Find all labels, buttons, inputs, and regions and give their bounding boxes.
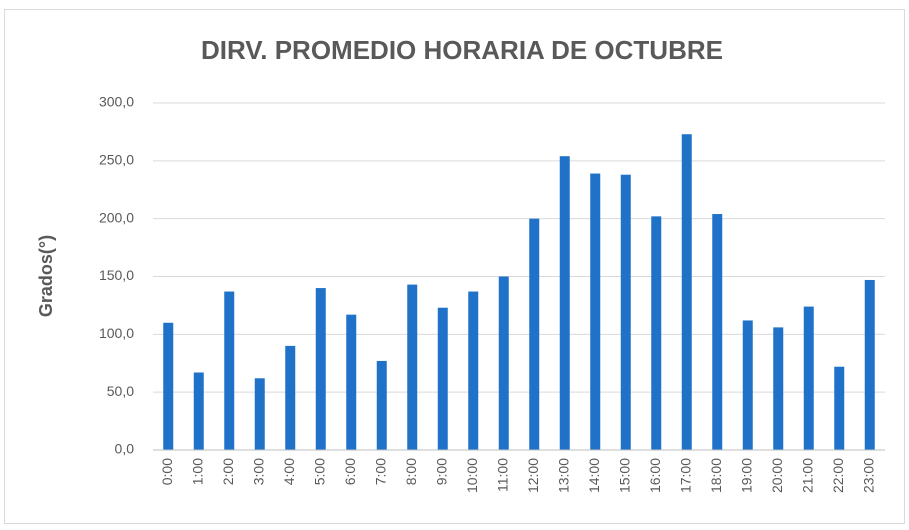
x-tick-label: 22:00 — [830, 458, 846, 493]
x-tick-label: 13:00 — [555, 458, 571, 493]
x-tick-label: 12:00 — [525, 458, 541, 493]
x-tick-label: 14:00 — [586, 458, 602, 493]
bar — [407, 284, 418, 450]
y-axis-label: Grados(°) — [36, 235, 56, 317]
bar — [742, 320, 753, 450]
bar — [163, 322, 174, 450]
chart-title: DIRV. PROMEDIO HORARIA DE OCTUBRE — [201, 35, 723, 65]
x-tick-label: 19:00 — [738, 458, 754, 493]
bar — [346, 314, 357, 450]
x-tick-label: 10:00 — [464, 458, 480, 493]
x-tick-label: 8:00 — [403, 458, 419, 485]
x-tick-label: 0:00 — [159, 458, 175, 485]
x-tick-label: 2:00 — [220, 458, 236, 485]
x-tick-label: 20:00 — [769, 458, 785, 493]
bar — [437, 307, 448, 450]
bar — [315, 288, 326, 450]
bar — [376, 360, 387, 450]
x-tick-label: 1:00 — [189, 458, 205, 485]
bar — [864, 279, 875, 450]
bar — [681, 134, 692, 451]
bar — [834, 366, 845, 450]
x-tick-label: 23:00 — [860, 458, 876, 493]
bar — [529, 218, 540, 450]
y-tick-label: 300,0 — [99, 94, 134, 110]
bar — [773, 327, 784, 450]
x-tick-label: 11:00 — [494, 458, 510, 492]
x-tick-label: 16:00 — [647, 458, 663, 493]
bar — [193, 372, 204, 450]
x-tick-label: 5:00 — [311, 458, 327, 485]
bar — [559, 156, 570, 450]
bar — [712, 214, 723, 450]
x-tick-label: 3:00 — [250, 458, 266, 485]
y-tick-label: 50,0 — [107, 383, 134, 399]
y-tick-label: 0,0 — [115, 441, 135, 457]
x-tick-label: 4:00 — [281, 458, 297, 485]
x-tick-label: 15:00 — [616, 458, 632, 493]
bar — [590, 173, 601, 450]
y-tick-label: 100,0 — [99, 325, 134, 341]
bar — [651, 216, 662, 450]
bar — [254, 378, 265, 450]
x-tick-label: 6:00 — [342, 458, 358, 485]
x-tick-label: 9:00 — [433, 458, 449, 485]
bar — [803, 306, 814, 450]
y-tick-label: 200,0 — [99, 209, 134, 225]
x-tick-label: 7:00 — [372, 458, 388, 485]
x-tick-label: 17:00 — [677, 458, 693, 493]
bar — [224, 291, 235, 450]
bar — [620, 174, 631, 451]
x-tick-label: 21:00 — [799, 458, 815, 493]
bar — [498, 276, 509, 450]
bar — [468, 291, 479, 450]
x-tick-label: 18:00 — [708, 458, 724, 493]
bar — [285, 345, 296, 450]
y-tick-label: 150,0 — [99, 267, 134, 283]
chart-border — [4, 9, 905, 524]
y-tick-label: 250,0 — [99, 152, 134, 168]
